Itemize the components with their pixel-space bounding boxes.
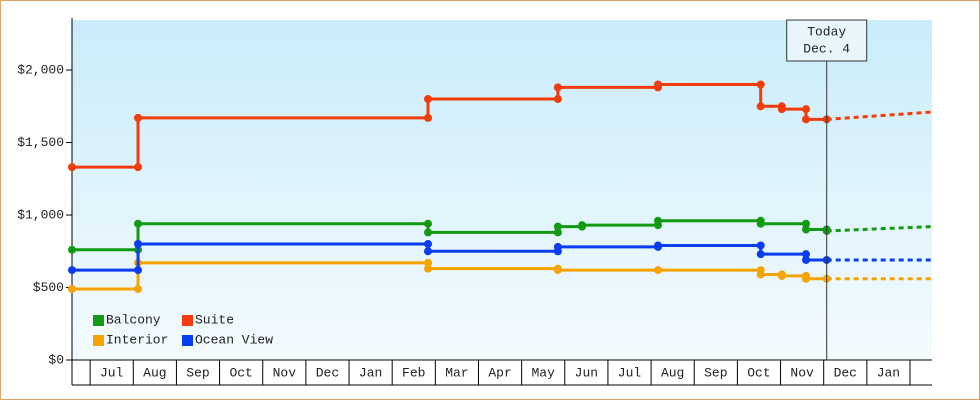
corner-marker xyxy=(134,163,143,172)
legend-swatch xyxy=(182,315,193,326)
point-marker xyxy=(756,250,765,259)
point-marker xyxy=(423,95,432,104)
point-marker xyxy=(653,266,662,275)
series-line xyxy=(72,242,827,272)
x-tick-label: Oct xyxy=(747,365,770,380)
x-tick-label: Apr xyxy=(488,365,511,380)
point-marker xyxy=(68,266,76,275)
y-tick-label: $0 xyxy=(48,352,64,367)
point-marker xyxy=(68,245,76,254)
point-marker xyxy=(423,228,432,237)
corner-marker xyxy=(134,266,143,275)
legend-label: Ocean View xyxy=(195,332,273,347)
today-box xyxy=(786,19,868,62)
point-marker xyxy=(756,270,765,279)
x-tick-label: Dec xyxy=(316,365,339,380)
point-marker xyxy=(553,242,562,251)
point-marker xyxy=(777,271,786,280)
point-marker xyxy=(553,83,562,92)
point-marker xyxy=(68,163,76,172)
y-tick-label: $1,000 xyxy=(17,207,64,222)
x-tick-label: Nov xyxy=(273,365,297,380)
corner-marker xyxy=(801,219,810,228)
point-marker xyxy=(578,221,587,230)
point-marker xyxy=(553,266,562,275)
corner-marker xyxy=(801,250,810,259)
x-tick-label: Jul xyxy=(618,365,642,380)
corner-marker xyxy=(134,284,143,293)
y-tick-label: $2,000 xyxy=(17,62,64,77)
point-marker xyxy=(423,264,432,273)
point-marker xyxy=(134,219,143,228)
corner-marker xyxy=(553,228,562,237)
x-tick-label: Aug xyxy=(143,365,166,380)
x-tick-label: Jan xyxy=(359,365,382,380)
legend-swatch xyxy=(93,315,104,326)
x-tick-label: Mar xyxy=(445,365,468,380)
layer: $0 $500 $1,000 $1,500 $2,000 Jul Aug Sep Oct Nov D… xyxy=(17,18,933,386)
y-tick-label: $500 xyxy=(33,280,64,295)
corner-marker xyxy=(423,113,432,122)
corner-marker xyxy=(756,241,765,250)
point-marker xyxy=(653,80,662,89)
point-marker xyxy=(801,115,810,124)
point-marker xyxy=(553,222,562,231)
corner-marker xyxy=(553,95,562,104)
x-tick-label: May xyxy=(532,365,556,380)
x-tick-label: Sep xyxy=(704,365,727,380)
point-marker xyxy=(756,102,765,111)
x-tick-label: Oct xyxy=(229,365,252,380)
point-marker xyxy=(134,240,143,249)
point-marker xyxy=(801,255,810,264)
point-marker xyxy=(801,274,810,283)
x-tick-label: Aug xyxy=(661,365,684,380)
point-marker xyxy=(801,225,810,234)
legend-label: Suite xyxy=(195,312,234,327)
point-marker xyxy=(134,113,143,122)
x-tick-label: Jul xyxy=(100,365,124,380)
x-tick-label: Jun xyxy=(575,365,598,380)
plot-area xyxy=(72,20,932,360)
y-tick-label: $1,500 xyxy=(17,135,64,150)
point-marker xyxy=(423,247,432,256)
legend-swatch xyxy=(93,335,104,346)
point-marker xyxy=(777,105,786,114)
today-label: Dec. 4 xyxy=(803,41,850,56)
x-tick-label: Sep xyxy=(186,365,209,380)
x-tick-label: Jan xyxy=(877,365,900,380)
x-tick-label: Dec xyxy=(834,365,857,380)
corner-marker xyxy=(423,258,432,267)
legend-swatch xyxy=(182,335,193,346)
point-marker xyxy=(653,216,662,225)
legend-label: Balcony xyxy=(106,312,161,327)
corner-marker xyxy=(756,80,765,89)
corner-marker xyxy=(423,219,432,228)
x-tick-label: Nov xyxy=(790,365,814,380)
today-label: Today xyxy=(807,24,846,39)
corner-marker xyxy=(801,105,810,114)
point-marker xyxy=(68,284,76,293)
legend-label: Interior xyxy=(106,332,168,347)
point-marker xyxy=(653,241,662,250)
x-tick-label: Feb xyxy=(402,365,425,380)
point-marker xyxy=(756,219,765,228)
corner-marker xyxy=(423,240,432,249)
